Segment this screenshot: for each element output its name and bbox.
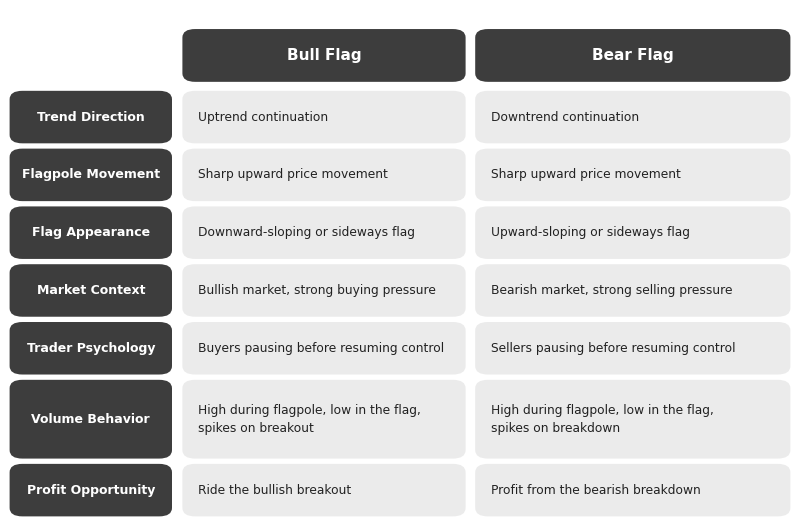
FancyBboxPatch shape	[10, 148, 172, 201]
Text: Trader Psychology: Trader Psychology	[26, 342, 155, 355]
Text: Ride the bullish breakout: Ride the bullish breakout	[198, 484, 352, 497]
Text: Sharp upward price movement: Sharp upward price movement	[491, 168, 681, 182]
FancyBboxPatch shape	[475, 322, 790, 374]
Text: Bull Flag: Bull Flag	[286, 48, 362, 63]
Text: Sharp upward price movement: Sharp upward price movement	[198, 168, 388, 182]
Text: Uptrend continuation: Uptrend continuation	[198, 110, 329, 124]
Text: Downtrend continuation: Downtrend continuation	[491, 110, 639, 124]
FancyBboxPatch shape	[10, 264, 172, 317]
FancyBboxPatch shape	[182, 148, 466, 201]
FancyBboxPatch shape	[10, 322, 172, 374]
FancyBboxPatch shape	[10, 206, 172, 259]
FancyBboxPatch shape	[475, 206, 790, 259]
Text: Profit from the bearish breakdown: Profit from the bearish breakdown	[491, 484, 701, 497]
Text: Bullish market, strong buying pressure: Bullish market, strong buying pressure	[198, 284, 436, 297]
Text: High during flagpole, low in the flag,
spikes on breakdown: High during flagpole, low in the flag, s…	[491, 404, 714, 435]
FancyBboxPatch shape	[10, 464, 172, 516]
FancyBboxPatch shape	[475, 380, 790, 459]
Text: Downward-sloping or sideways flag: Downward-sloping or sideways flag	[198, 226, 415, 239]
FancyBboxPatch shape	[475, 264, 790, 317]
Text: Profit Opportunity: Profit Opportunity	[26, 484, 155, 497]
Text: Sellers pausing before resuming control: Sellers pausing before resuming control	[491, 342, 736, 355]
FancyBboxPatch shape	[182, 91, 466, 143]
FancyBboxPatch shape	[475, 148, 790, 201]
FancyBboxPatch shape	[182, 380, 466, 459]
Text: Trend Direction: Trend Direction	[37, 110, 145, 124]
FancyBboxPatch shape	[182, 29, 466, 82]
FancyBboxPatch shape	[182, 322, 466, 374]
FancyBboxPatch shape	[10, 380, 172, 459]
FancyBboxPatch shape	[475, 464, 790, 516]
Text: Flag Appearance: Flag Appearance	[32, 226, 150, 239]
Text: Flagpole Movement: Flagpole Movement	[22, 168, 160, 182]
FancyBboxPatch shape	[182, 464, 466, 516]
FancyBboxPatch shape	[182, 206, 466, 259]
Text: Volume Behavior: Volume Behavior	[31, 413, 150, 426]
FancyBboxPatch shape	[182, 264, 466, 317]
Text: Bearish market, strong selling pressure: Bearish market, strong selling pressure	[491, 284, 733, 297]
Text: Market Context: Market Context	[37, 284, 145, 297]
FancyBboxPatch shape	[475, 29, 790, 82]
FancyBboxPatch shape	[10, 91, 172, 143]
Text: High during flagpole, low in the flag,
spikes on breakout: High during flagpole, low in the flag, s…	[198, 404, 422, 435]
FancyBboxPatch shape	[475, 91, 790, 143]
Text: Upward-sloping or sideways flag: Upward-sloping or sideways flag	[491, 226, 690, 239]
Text: Buyers pausing before resuming control: Buyers pausing before resuming control	[198, 342, 445, 355]
Text: Bear Flag: Bear Flag	[592, 48, 674, 63]
